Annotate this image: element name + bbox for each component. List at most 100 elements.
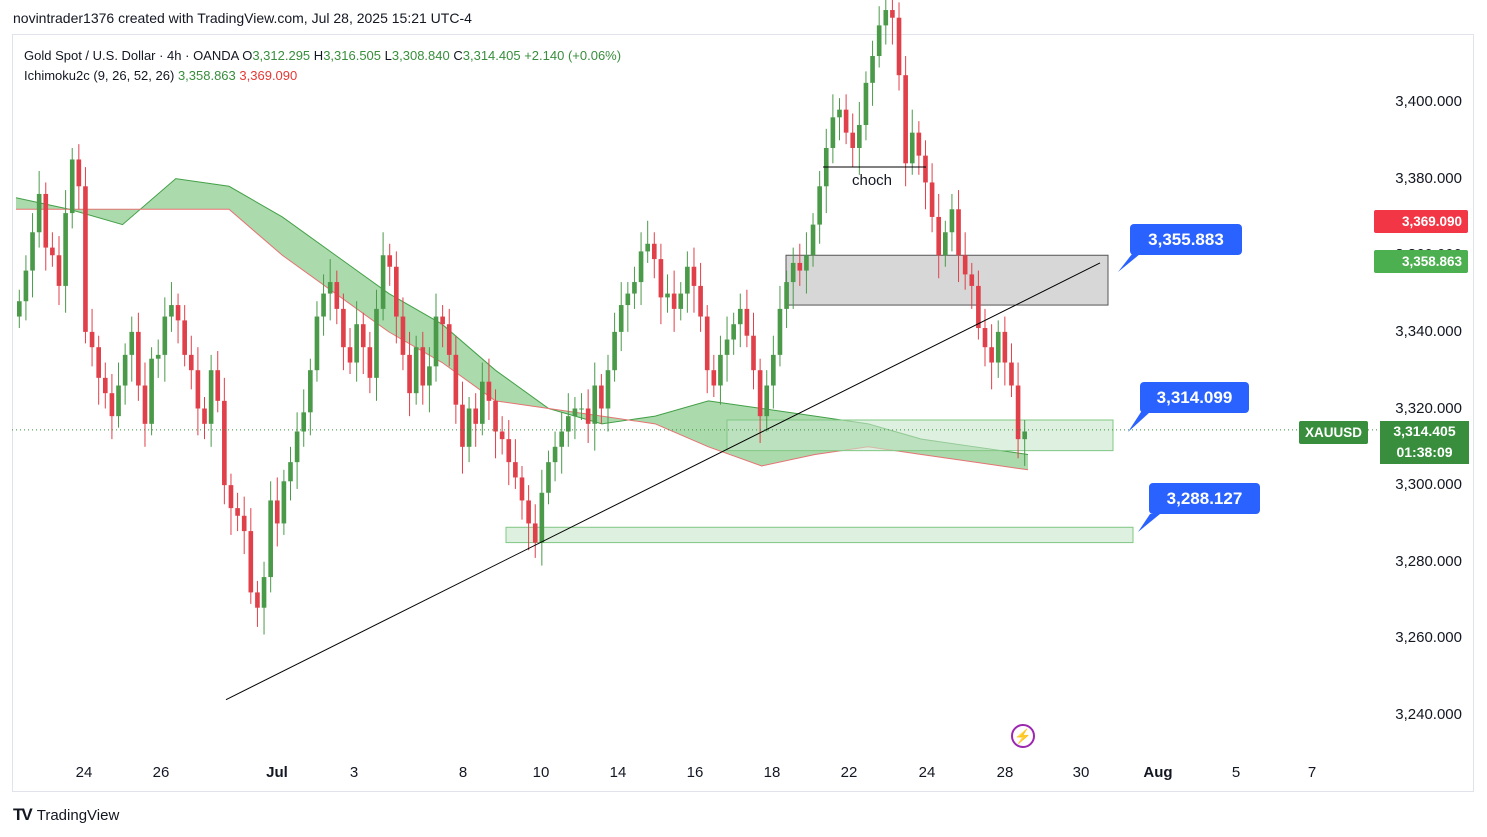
candle-body [539,492,545,543]
y-tick-label: 3,300.000 [1395,476,1462,494]
candle-body [162,316,168,355]
candle-body [751,335,756,371]
callout-3314[interactable]: 3,314.099 [1140,382,1249,413]
candle-body [651,243,657,260]
symbol-tag: XAUUSD [1299,421,1368,444]
candle-body [466,408,472,447]
candle-body [1022,431,1028,440]
bar-countdown: 01:38:09 [1396,444,1453,460]
candle-body [433,316,439,367]
candle-body [235,508,240,516]
y-tick-label: 3,260.000 [1395,629,1462,647]
footer-brand[interactable]: TradingView [36,806,120,824]
y-tick-label: 3,280.000 [1395,552,1462,570]
candle-body [645,243,650,252]
candle-body [876,25,882,57]
last-price: 3,314.405 [1393,423,1456,439]
candle-body [612,331,617,371]
candle-body [255,592,260,608]
candle-body [394,266,399,317]
x-tick-label: Aug [1143,764,1173,781]
candle-body [618,305,624,332]
candle-body [109,393,115,417]
candle-body [36,193,42,233]
x-tick-label: 5 [1231,764,1241,781]
candle-body [43,193,49,248]
candle-body [599,385,604,409]
candle-body [962,255,968,275]
candle-body [711,370,717,386]
x-tick-label: 24 [918,764,936,781]
candle-body [460,404,465,447]
candle-body [830,117,836,148]
candle-body [195,370,201,409]
candle-body [916,132,922,156]
drawings [12,166,1380,701]
legend-symbol[interactable]: Gold Spot / U.S. Dollar · 4h · OANDA [24,48,239,63]
candle-body [334,282,340,309]
candle-body [903,75,908,164]
candle-body [890,10,895,18]
candle-body [479,381,485,424]
candle-body [155,354,161,359]
candle-body [281,481,287,524]
candle-body [982,328,988,348]
last-price-tag: 3,314.405 01:38:09 [1380,421,1469,464]
legend-change: +2.140 (+0.06%) [524,48,622,63]
candle-body [678,293,684,309]
candle-body [1009,362,1014,386]
candle-body [387,255,393,267]
candle-body [658,259,664,298]
span-a-price-tag: 3,358.863 [1374,250,1468,273]
candle-body [169,305,174,317]
candle-body [737,308,743,325]
legend-low: 3,308.840 [391,48,450,63]
callout-3288[interactable]: 3,288.127 [1149,483,1260,514]
callout-3355[interactable]: 3,355.883 [1130,224,1242,255]
candle-body [453,354,459,405]
candle-body [241,515,247,532]
candle-body [790,262,796,283]
footer: TV TradingView [13,805,119,825]
candle-body [182,320,187,355]
candle-body [863,82,869,125]
trendline [225,262,1101,701]
candle-body [374,308,379,378]
candle-body [380,255,386,309]
legend-indicator[interactable]: Ichimoku2c (9, 26, 52, 26) [24,68,175,83]
candle-body [923,155,928,183]
y-tick-label: 3,380.000 [1395,169,1462,187]
candle-body [493,400,498,432]
candle-body [698,285,703,317]
candle-body [228,485,234,509]
lightning-icon[interactable]: ⚡ [1011,724,1035,748]
legend-low-label: L [384,48,392,63]
candle-body [102,377,108,394]
candle-body [1015,385,1021,440]
candle-body [552,446,558,463]
candle-body [314,316,320,371]
legend-open-label: O [242,48,253,63]
candle-body [969,274,975,286]
candle-body [810,224,816,256]
candle-body [188,354,194,371]
x-tick-label: 16 [686,764,704,781]
legend-indicator-value-b: 3,369.090 [239,68,298,83]
candle-body [341,308,346,348]
candle-body [23,270,29,302]
candle-body [995,331,1001,363]
candle-body [288,462,293,482]
chart-legend: Gold Spot / U.S. Dollar · 4h · OANDA O3,… [24,46,621,86]
candle-body [949,209,955,233]
candle-body [929,182,935,217]
candle-body [142,385,148,424]
candle-body [1002,331,1008,363]
candle-body [261,577,267,608]
candle-body [731,324,736,340]
legend-open: 3,312.295 [252,48,311,63]
candle-body [222,400,227,486]
candle-body [605,370,611,409]
legend-close: 3,314.405 [462,48,521,63]
candle-body [936,216,942,256]
